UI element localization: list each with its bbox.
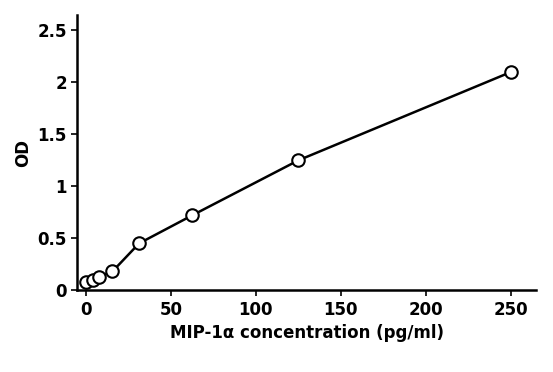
Y-axis label: OD: OD [14,138,32,167]
X-axis label: MIP-1α concentration (pg/ml): MIP-1α concentration (pg/ml) [170,324,444,342]
